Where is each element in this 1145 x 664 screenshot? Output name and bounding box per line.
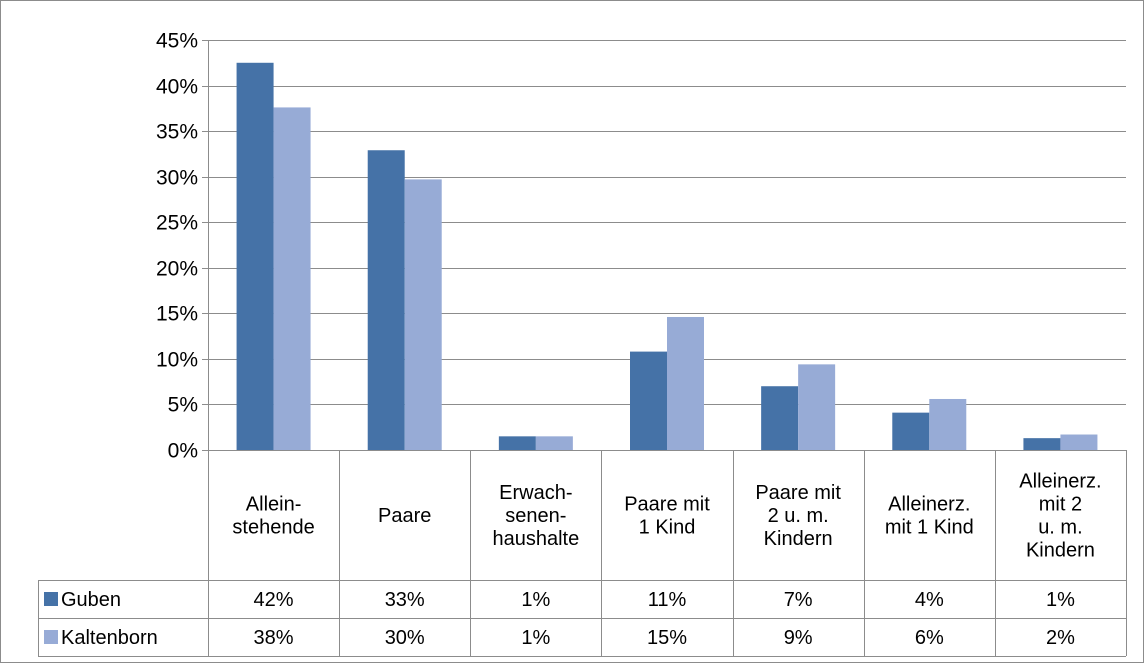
data-label-kaltenborn: 2%	[1046, 627, 1075, 649]
y-tick-label: 20%	[156, 258, 198, 281]
data-table: Allein-stehende Paare Erwach-senen-haushal…	[38, 450, 1127, 657]
category-label: Paare mit 1 Kind	[624, 494, 710, 539]
y-tick-label: 40%	[156, 76, 198, 99]
y-axis-ticks: 0% 5% 10% 15% 20% 25% 30% 35% 40% 45%	[156, 30, 198, 463]
legend-swatch-guben	[44, 592, 58, 606]
legend-swatch-kaltenborn	[44, 630, 58, 644]
legend-label-guben: Guben	[61, 589, 121, 611]
category-label-line: Paare mit	[755, 482, 841, 504]
category-label-line: Alleinerz.	[888, 494, 970, 516]
category-label-line: Alleinerz.	[1019, 471, 1101, 493]
data-label-kaltenborn: 6%	[915, 627, 944, 649]
category-label-line: Allein-	[246, 494, 302, 516]
category-label-line: mit 1 Kind	[885, 517, 974, 539]
data-label-kaltenborn: 15%	[647, 627, 687, 649]
data-label-guben: 11%	[648, 589, 687, 611]
data-label-guben: 42%	[254, 589, 294, 611]
data-label-guben: 1%	[521, 589, 550, 611]
bar-kaltenborn-1	[404, 179, 442, 450]
y-tick-label: 25%	[156, 212, 198, 235]
category-label-line: haushalte	[492, 528, 579, 550]
category-label: Allein-stehende	[232, 494, 314, 539]
category-label-line: 1 Kind	[639, 517, 696, 539]
bar-kaltenborn-2	[535, 436, 573, 450]
bar-guben-0	[236, 62, 274, 451]
data-label-guben: 7%	[784, 589, 813, 611]
data-label-guben: 4%	[915, 589, 944, 611]
bar-guben-4	[761, 386, 799, 450]
bar-kaltenborn-4	[798, 364, 836, 450]
bar-kaltenborn-5	[929, 398, 967, 450]
category-label: Paare	[378, 505, 431, 527]
category-label-line: stehende	[232, 517, 314, 539]
bar-kaltenborn-3	[667, 316, 704, 450]
bar-guben-6	[1023, 438, 1061, 450]
bar-guben-1	[367, 150, 405, 450]
category-label-line: Kindern	[1026, 540, 1095, 562]
y-tick-label: 5%	[168, 394, 198, 417]
data-label-guben: 1%	[1046, 589, 1075, 611]
data-label-kaltenborn: 9%	[784, 627, 813, 649]
legend-label-kaltenborn: Kaltenborn	[61, 627, 158, 649]
y-tick-label: 15%	[156, 303, 198, 326]
category-label-line: u. m.	[1038, 517, 1082, 539]
category-label-line: Paare	[378, 505, 431, 527]
category-label: Alleinerz. mit 1 Kind	[885, 494, 974, 539]
category-label: Paare mit 2 u. m. Kindern	[755, 482, 841, 550]
bar-kaltenborn-0	[273, 107, 311, 450]
bar-kaltenborn-6	[1060, 434, 1098, 450]
bar-guben-3	[630, 351, 667, 450]
bars	[236, 62, 1098, 451]
category-label-line: Erwach-	[499, 482, 572, 504]
y-tick-label: 0%	[168, 440, 198, 463]
category-label: Alleinerz. mit 2 u. m. Kindern	[1019, 471, 1101, 562]
category-label-line: 2 u. m.	[768, 505, 829, 527]
y-tick-label: 10%	[156, 349, 198, 372]
y-tick-label: 45%	[156, 30, 198, 53]
bar-guben-5	[892, 412, 930, 450]
category-label: Erwach-senen-haushalte	[492, 482, 579, 550]
data-label-kaltenborn: 38%	[254, 627, 294, 649]
data-label-guben: 33%	[385, 589, 425, 611]
y-tick-label: 30%	[156, 167, 198, 190]
category-label-line: Paare mit	[624, 494, 710, 516]
data-label-kaltenborn: 1%	[521, 627, 550, 649]
category-label-line: mit 2	[1039, 494, 1082, 516]
category-label-line: Kindern	[764, 528, 833, 550]
data-label-kaltenborn: 30%	[385, 627, 425, 649]
category-label-line: senen-	[505, 505, 566, 527]
bar-guben-2	[498, 436, 536, 450]
y-tick-label: 35%	[156, 121, 198, 144]
